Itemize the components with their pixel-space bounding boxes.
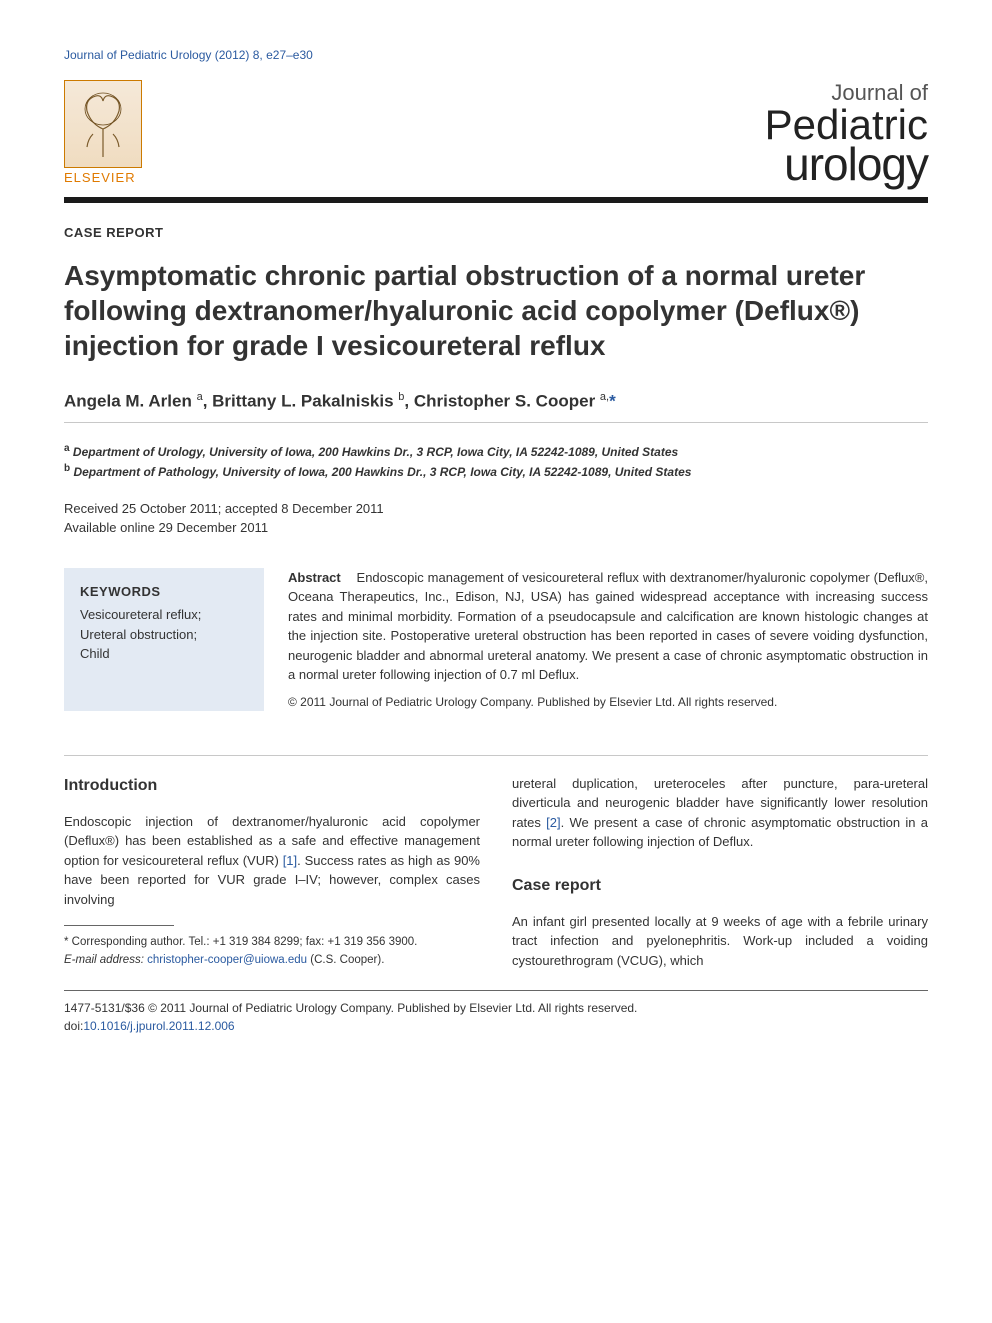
footer-rule [64,990,928,991]
journal-line3: urology [765,144,928,185]
article-type-label: CASE REPORT [64,225,928,240]
reference-link-1[interactable]: [1] [283,853,297,868]
corresponding-line-1: * Corresponding author. Tel.: +1 319 384… [64,934,480,951]
intro-paragraph-2: ureteral duplication, ureteroceles after… [512,774,928,852]
intro-text-2b: . We present a case of chronic asymptoma… [512,815,928,850]
gray-rule-1 [64,422,928,423]
keywords-abstract-row: KEYWORDS Vesicoureteral reflux; Ureteral… [64,568,928,711]
masthead-row: ELSEVIER Journal of Pediatric urology [64,80,928,185]
footer-doi-line: doi:10.1016/j.jpurol.2011.12.006 [64,1017,928,1035]
intro-paragraph-1: Endoscopic injection of dextranomer/hyal… [64,812,480,910]
dates-block: Received 25 October 2011; accepted 8 Dec… [64,499,928,538]
corresponding-author-block: * Corresponding author. Tel.: +1 319 384… [64,934,480,969]
footnote-rule [64,925,174,926]
column-left: Introduction Endoscopic injection of dex… [64,774,480,971]
citation-header: Journal of Pediatric Urology (2012) 8, e… [64,48,928,62]
keywords-head: KEYWORDS [80,582,248,602]
email-label: E-mail address: [64,954,147,966]
abstract-block: Abstract Endoscopic management of vesico… [288,568,928,711]
journal-title-block: Journal of Pediatric urology [765,80,928,185]
thick-rule [64,197,928,203]
abstract-copyright: © 2011 Journal of Pediatric Urology Comp… [288,693,928,711]
online-line: Available online 29 December 2011 [64,518,928,538]
footer-copyright: 1477-5131/$36 © 2011 Journal of Pediatri… [64,999,928,1017]
case-paragraph-1: An infant girl presented locally at 9 we… [512,912,928,971]
email-link[interactable]: christopher-cooper@uiowa.edu [147,954,307,966]
publisher-block: ELSEVIER [64,80,142,185]
column-right: ureteral duplication, ureteroceles after… [512,774,928,971]
reference-link-2[interactable]: [2] [546,815,560,830]
publisher-label: ELSEVIER [64,170,136,185]
received-line: Received 25 October 2011; accepted 8 Dec… [64,499,928,519]
body-columns: Introduction Endoscopic injection of dex… [64,774,928,971]
abstract-body [345,570,357,585]
keywords-list: Vesicoureteral reflux; Ureteral obstruct… [80,605,248,664]
doi-link[interactable]: 10.1016/j.jpurol.2011.12.006 [83,1019,234,1033]
authors-line: Angela M. Arlen a, Brittany L. Pakalnisk… [64,391,928,412]
doi-label: doi: [64,1019,83,1033]
email-suffix: (C.S. Cooper). [307,954,384,966]
affiliations-block: a Department of Urology, University of I… [64,441,928,481]
article-title: Asymptomatic chronic partial obstruction… [64,258,928,363]
intro-heading: Introduction [64,774,480,798]
abstract-text: Endoscopic management of vesicoureteral … [288,570,928,683]
corresponding-line-2: E-mail address: christopher-cooper@uiowa… [64,952,480,969]
gray-rule-2 [64,755,928,756]
footer-block: 1477-5131/$36 © 2011 Journal of Pediatri… [64,999,928,1035]
elsevier-tree-icon [64,80,142,168]
case-heading: Case report [512,874,928,898]
page-root: Journal of Pediatric Urology (2012) 8, e… [0,0,992,1075]
keywords-box: KEYWORDS Vesicoureteral reflux; Ureteral… [64,568,264,711]
abstract-head: Abstract [288,570,341,585]
